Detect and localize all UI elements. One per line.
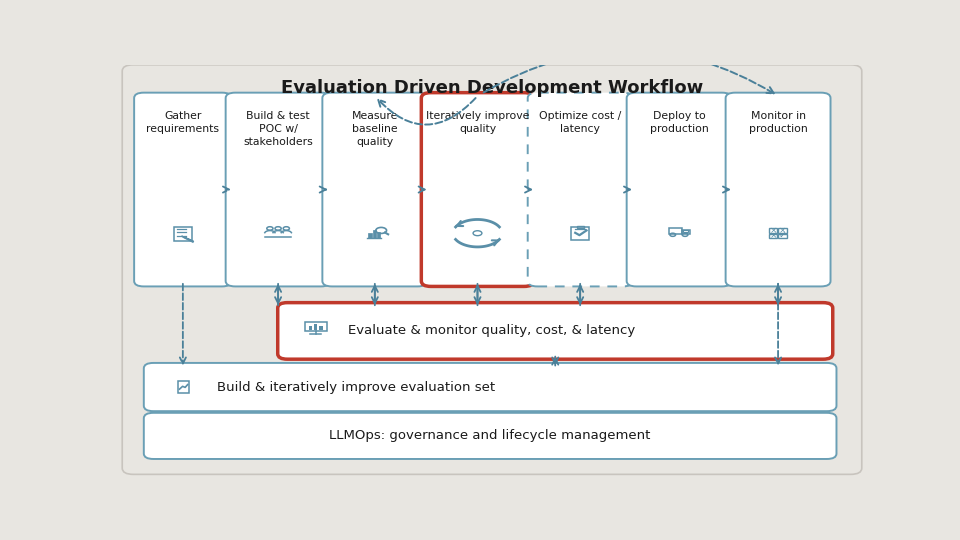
Text: Gather
requirements: Gather requirements xyxy=(146,111,220,134)
Text: ✓: ✓ xyxy=(779,231,786,240)
FancyBboxPatch shape xyxy=(277,302,832,359)
Bar xyxy=(314,324,318,330)
FancyArrowPatch shape xyxy=(378,98,475,125)
Bar xyxy=(320,326,323,330)
Bar xyxy=(684,230,688,232)
Text: Evaluate & monitor quality, cost, & latency: Evaluate & monitor quality, cost, & late… xyxy=(348,323,636,336)
FancyArrowPatch shape xyxy=(484,50,774,93)
Text: LLMOps: governance and lifecycle management: LLMOps: governance and lifecycle managem… xyxy=(329,429,651,442)
FancyBboxPatch shape xyxy=(144,363,836,411)
Bar xyxy=(372,230,375,238)
Text: ×: × xyxy=(769,226,777,235)
Bar xyxy=(178,381,189,393)
Bar xyxy=(377,232,380,238)
Text: Build & test
POC w/
stakeholders: Build & test POC w/ stakeholders xyxy=(243,111,313,147)
Text: Iteratively improve
quality: Iteratively improve quality xyxy=(426,111,529,134)
FancyBboxPatch shape xyxy=(627,93,732,286)
Bar xyxy=(682,230,689,234)
Text: Optimize cost /
latency: Optimize cost / latency xyxy=(539,111,621,134)
Bar xyxy=(577,226,584,228)
FancyBboxPatch shape xyxy=(323,93,427,286)
Bar xyxy=(369,233,372,238)
FancyBboxPatch shape xyxy=(122,65,862,474)
Bar xyxy=(769,234,778,238)
Bar xyxy=(668,228,682,234)
Bar xyxy=(769,228,778,233)
Bar xyxy=(174,227,192,241)
Bar xyxy=(304,322,326,331)
Text: Deploy to
production: Deploy to production xyxy=(650,111,708,134)
Text: Build & iteratively improve evaluation set: Build & iteratively improve evaluation s… xyxy=(217,381,494,394)
Text: Measure
baseline
quality: Measure baseline quality xyxy=(351,111,398,147)
FancyBboxPatch shape xyxy=(528,93,633,286)
Bar xyxy=(778,234,786,238)
Text: Evaluation Driven Development Workflow: Evaluation Driven Development Workflow xyxy=(281,79,703,97)
Bar xyxy=(571,227,589,240)
FancyBboxPatch shape xyxy=(421,93,534,286)
FancyBboxPatch shape xyxy=(134,93,231,286)
FancyBboxPatch shape xyxy=(226,93,330,286)
Bar xyxy=(778,228,786,233)
Bar xyxy=(309,326,312,330)
Text: ×: × xyxy=(779,226,786,235)
FancyBboxPatch shape xyxy=(144,413,836,459)
FancyBboxPatch shape xyxy=(726,93,830,286)
Text: Monitor in
production: Monitor in production xyxy=(749,111,807,134)
Text: ×: × xyxy=(769,231,777,240)
